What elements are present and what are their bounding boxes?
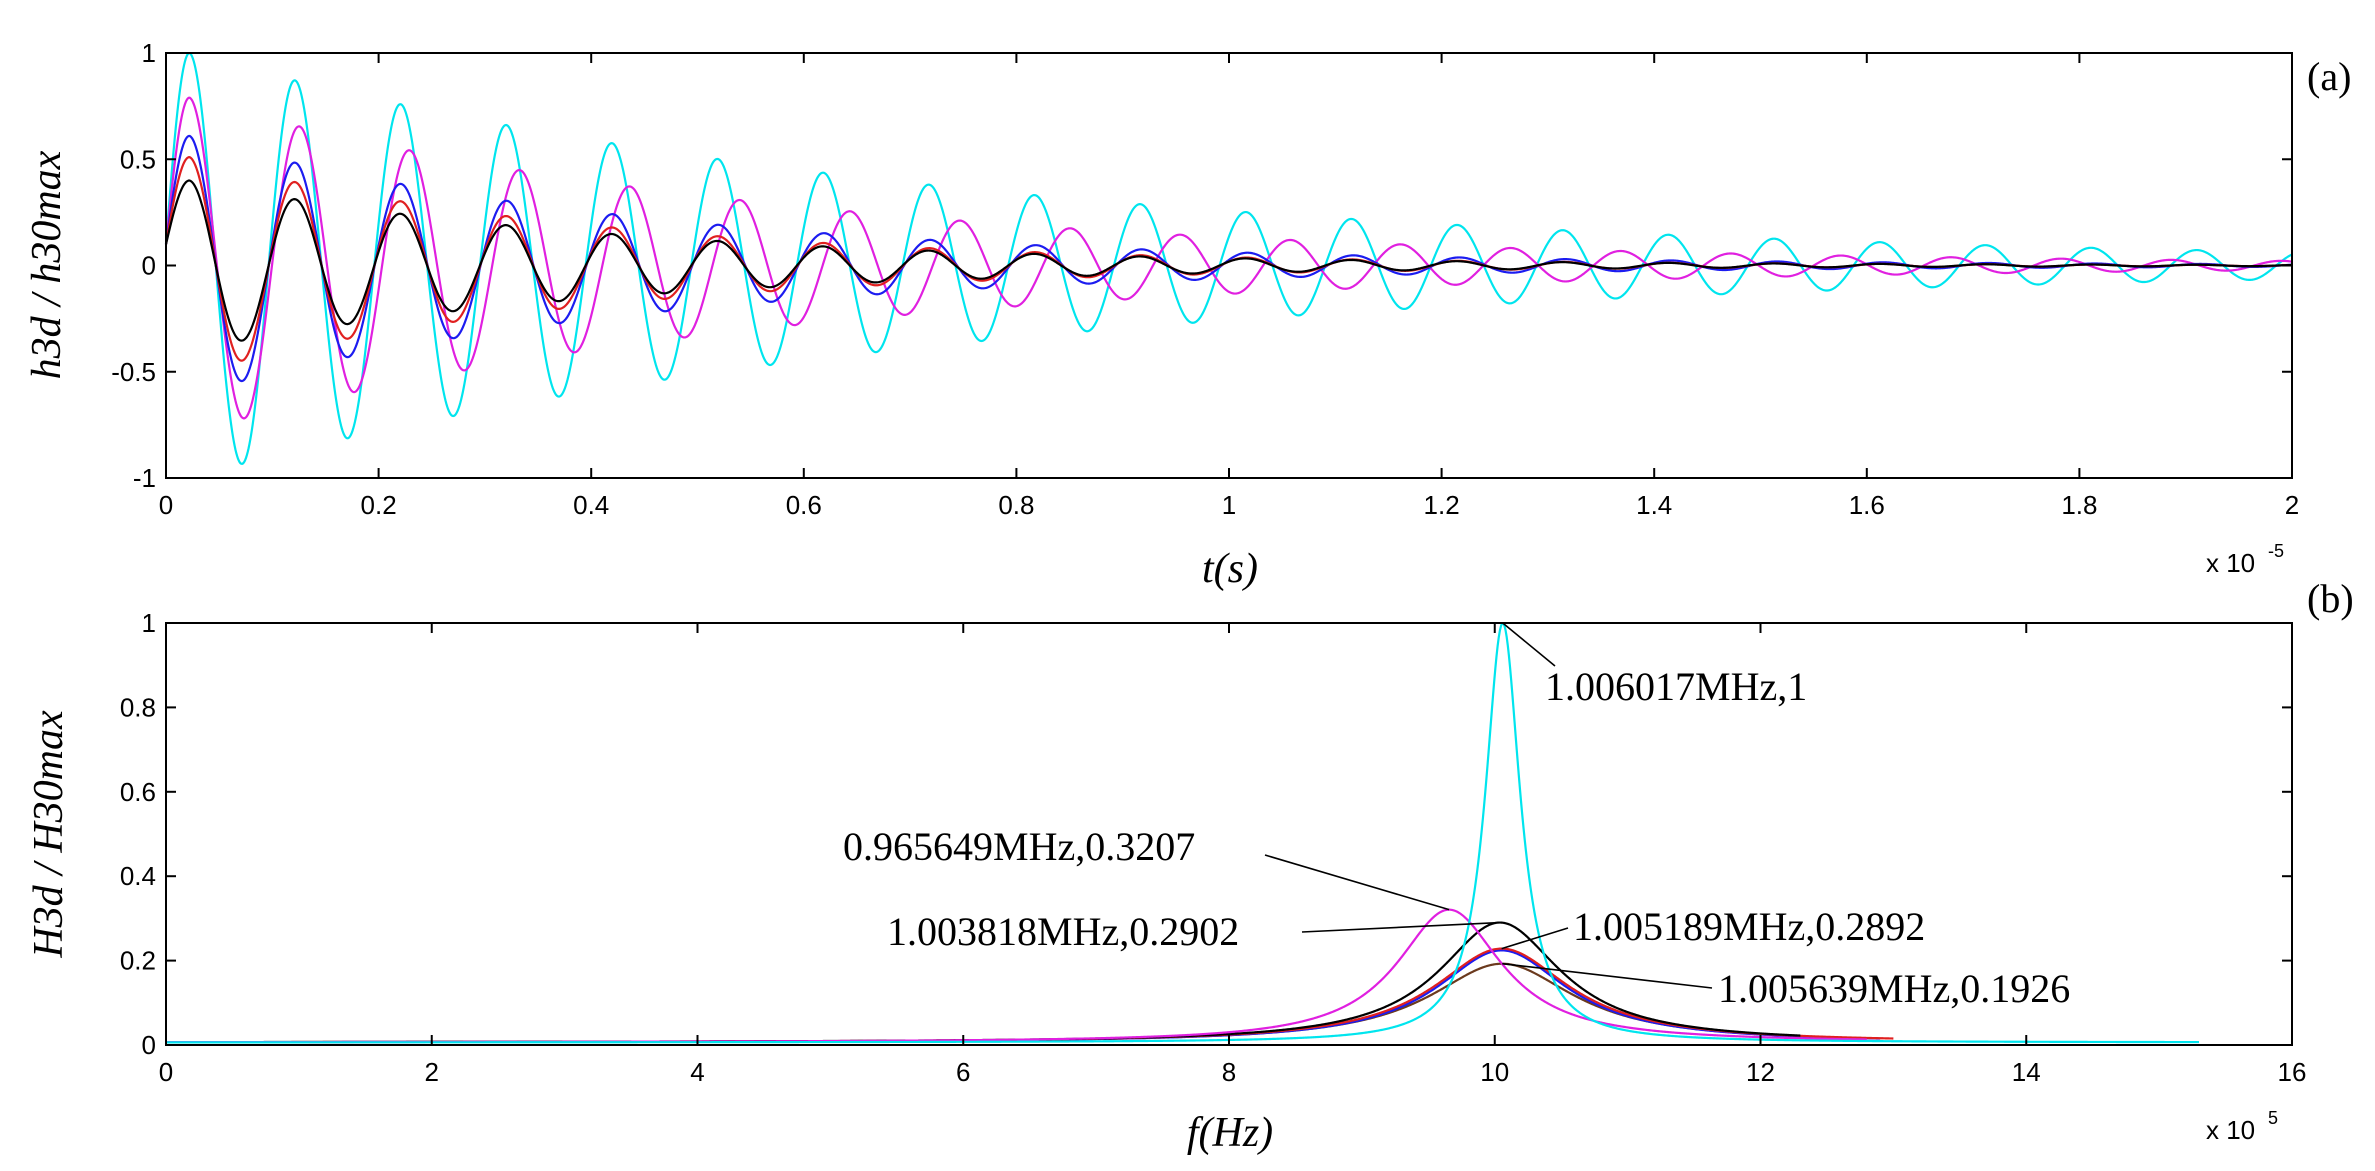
panel-a-ticks: 0 0.2 0.4 0.6 0.8 1 1.2 1.4 1.6 1.8 2 -1 -0.5 0 0.5 1 [111,38,2299,520]
peak-annotation-label: 1.005639MHz,0.1926 [1718,966,2070,1011]
peak-annotation-label: 1.003818MHz,0.2902 [887,909,1239,954]
annotation-leader-line [1264,854,1450,911]
panel-a-y-axis-label: h3d / h30max [24,150,70,379]
panel-b-y-axis-label: H3d / H30max [26,710,72,959]
panel-a-x-tick-label: 2 [2285,490,2299,520]
peak-annotation-label: 0.965649MHz,0.3207 [843,824,1195,869]
series-line-cyan [164,51,2293,465]
panel-b: 0 2 4 6 8 10 12 14 16 0 0.2 0.4 0.6 0.8 1 1.006017MHz,… [26,576,2354,1156]
series-line-cyan [166,622,2199,1044]
panel-a-x-tick-label: 1.2 [1424,490,1460,520]
panel-b-x-tick-label: 0 [159,1057,173,1087]
panel-a-x-tick-label: 1.4 [1636,490,1672,520]
panel-a-x-tick-label: 0.8 [998,490,1034,520]
panel-a-x-tick-label: 0.6 [786,490,822,520]
panel-b-ticks: 0 2 4 6 8 10 12 14 16 0 0.2 0.4 0.6 0.8 1 [120,608,2307,1087]
series-line-blue [164,134,2293,383]
panel-b-x-exponent: x 10 [2206,1115,2255,1145]
panel-b-y-tick-label: 0.8 [120,692,156,722]
panel-a-x-tick-label: 0 [159,490,173,520]
panel-a-curves [164,51,2293,465]
panel-a-y-tick-label: -0.5 [111,357,156,387]
panel-a: 0 0.2 0.4 0.6 0.8 1 1.2 1.4 1.6 1.8 2 -1 -0.5 0 0.5 1 (… [24,38,2351,592]
panel-a-x-tick-label: 1.6 [1849,490,1885,520]
panel-b-x-exponent-power: 5 [2268,1108,2278,1128]
panel-b-y-tick-label: 0.2 [120,946,156,976]
panel-b-x-tick-label: 14 [2012,1057,2041,1087]
panel-b-y-tick-label: 0 [142,1030,156,1060]
panel-b-x-tick-label: 4 [690,1057,704,1087]
panel-a-y-tick-label: 1 [142,38,156,68]
panel-a-x-exponent-power: -5 [2268,541,2284,561]
panel-b-x-tick-label: 10 [1480,1057,1509,1087]
panel-b-x-tick-label: 8 [1222,1057,1236,1087]
panel-a-label: (a) [2307,54,2351,99]
panel-b-curves [166,622,2199,1044]
panel-b-y-tick-label: 1 [142,608,156,638]
panel-b-annotations: 1.006017MHz,1 0.965649MHz,0.3207 1.003818M… [843,622,2070,1011]
panel-b-x-tick-label: 6 [956,1057,970,1087]
panel-a-x-exponent: x 10 [2206,548,2255,578]
peak-annotation-label: 1.006017MHz,1 [1545,664,1807,709]
annotation-leader-line [1501,927,1569,950]
annotation-leader-line [1502,622,1556,667]
annotation-leader-line [1301,921,1500,933]
peak-annotation-label: 1.005189MHz,0.2892 [1573,904,1925,949]
panel-b-y-tick-label: 0.4 [120,861,156,891]
panel-a-y-tick-label: 0 [142,251,156,281]
panel-a-x-tick-label: 0.4 [573,490,609,520]
panel-b-x-tick-label: 16 [2278,1057,2307,1087]
series-line-black [164,179,2293,342]
panel-b-y-tick-label: 0.6 [120,777,156,807]
panel-b-label: (b) [2307,576,2354,621]
panel-a-x-tick-label: 0.2 [361,490,397,520]
panel-a-y-tick-label: -1 [133,463,156,493]
panel-a-x-axis-label: t(s) [1202,546,1258,592]
panel-a-x-tick-label: 1.8 [2061,490,2097,520]
series-line-blue [166,949,1881,1044]
panel-a-x-tick-label: 1 [1222,490,1236,520]
panel-b-x-tick-label: 12 [1746,1057,1775,1087]
panel-b-x-tick-label: 2 [425,1057,439,1087]
panel-b-x-axis-label: f(Hz) [1187,1110,1273,1156]
panel-a-y-tick-label: 0.5 [120,144,156,174]
series-line-magenta [164,96,2293,420]
annotation-leader-line [1502,962,1713,989]
